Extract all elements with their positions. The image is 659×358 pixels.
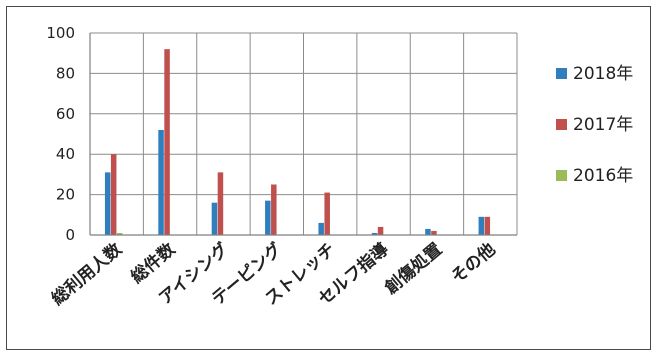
legend: 2018年 2017年 2016年 (556, 64, 633, 186)
y-tick-label: 0 (65, 226, 75, 244)
bar (104, 172, 111, 235)
bar (271, 184, 277, 235)
bar (158, 129, 164, 235)
bar (324, 192, 330, 235)
bar (265, 200, 271, 235)
bar (110, 154, 117, 235)
y-tick-label: 20 (56, 186, 75, 204)
bar (211, 202, 218, 235)
y-tick-label: 100 (46, 24, 75, 42)
axes (89, 33, 517, 236)
legend-label: 2018年 (573, 64, 633, 84)
legend-swatch (556, 170, 567, 181)
y-tick-label: 40 (56, 145, 75, 163)
bar (371, 232, 378, 235)
bar (164, 49, 170, 235)
x-tick-label: 創傷処置 (380, 239, 446, 299)
bar (377, 226, 384, 235)
bar (478, 216, 485, 235)
y-tick-label: 60 (56, 105, 75, 123)
bar (217, 172, 224, 235)
gridlines (89, 32, 518, 236)
bar (425, 228, 431, 235)
legend-label: 2017年 (573, 115, 633, 135)
legend-swatch (556, 119, 567, 130)
x-tick-label: その他 (447, 239, 500, 288)
y-tick-labels: 0 20 40 60 80 100 (46, 24, 75, 244)
legend-swatch (556, 68, 567, 79)
x-tick-label: 総利用人数 (47, 238, 126, 309)
y-tick-label: 80 (56, 64, 75, 82)
bars (104, 49, 491, 235)
bar (484, 216, 491, 235)
bar (116, 232, 123, 235)
legend-label: 2016年 (573, 166, 633, 186)
bar (431, 230, 437, 235)
bar (318, 222, 324, 235)
